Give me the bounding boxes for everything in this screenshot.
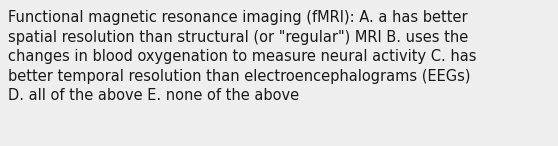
Text: Functional magnetic resonance imaging (fMRI): A. a has better
spatial resolution: Functional magnetic resonance imaging (f… — [8, 10, 477, 104]
